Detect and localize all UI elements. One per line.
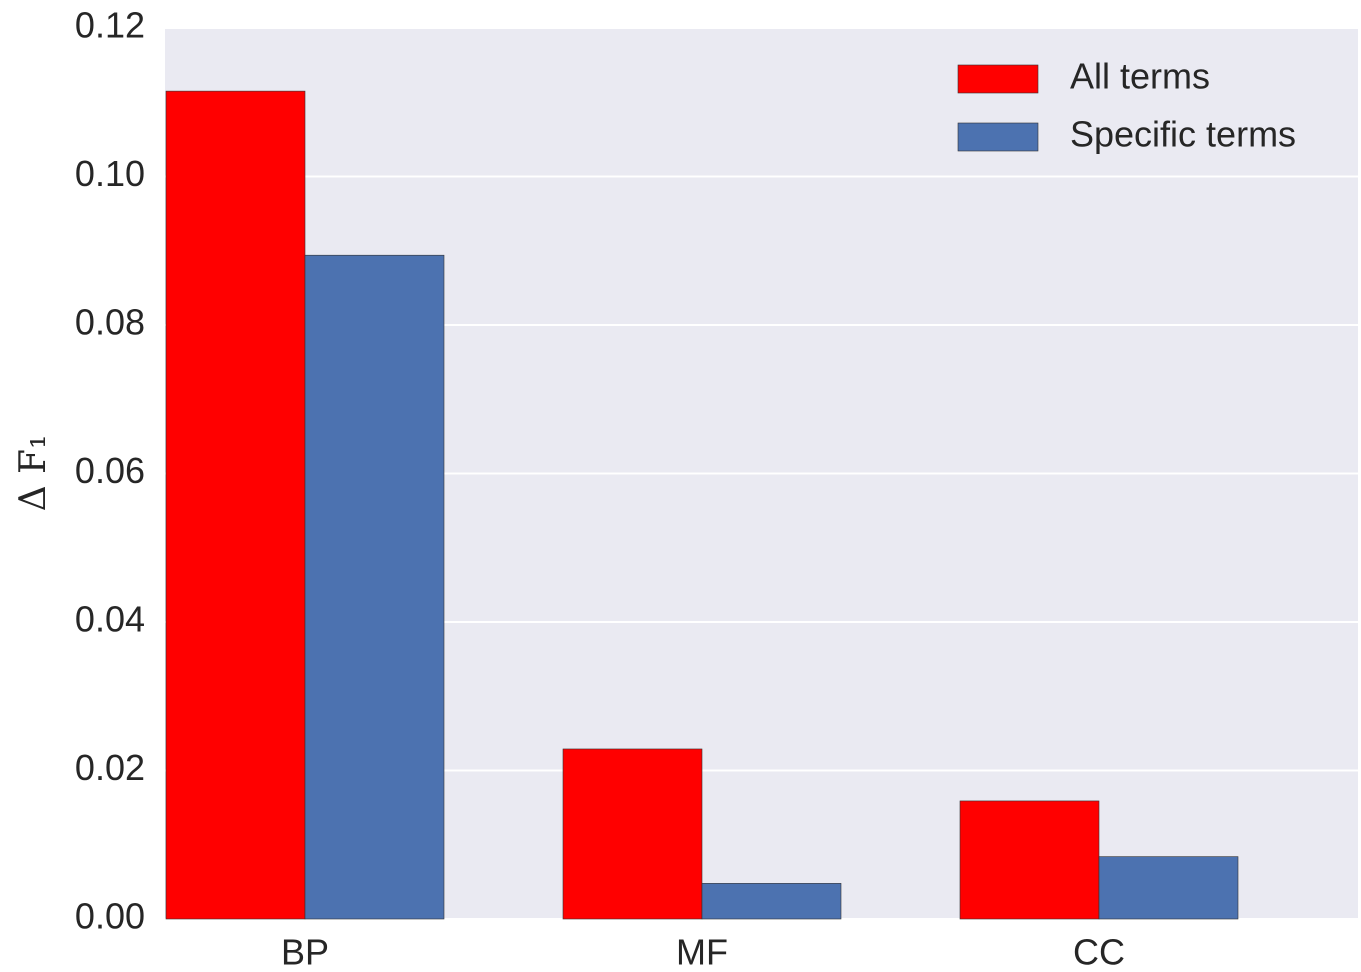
x-tick-label: CC [1073,932,1125,972]
y-tick-label: 0.08 [75,302,145,343]
x-tick-label: BP [281,932,329,972]
bar [959,800,1100,920]
legend-swatch [957,122,1039,152]
x-tick-label: MF [676,932,728,972]
legend-swatch [957,64,1039,94]
bar [165,90,306,920]
y-tick-label: 0.10 [75,153,145,194]
y-axis-label: Δ F₁ [13,435,54,512]
y-tick-label: 0.02 [75,747,145,788]
legend-label: Specific terms [1070,114,1296,155]
bar [304,254,445,920]
y-tick-label: 0.04 [75,599,145,640]
legend-label: All terms [1070,56,1210,97]
bar [701,883,842,920]
y-tick-label: 0.00 [75,896,145,937]
bar [1098,856,1239,920]
y-tick-label: 0.12 [75,5,145,46]
y-tick-label: 0.06 [75,450,145,491]
bar [562,748,703,920]
